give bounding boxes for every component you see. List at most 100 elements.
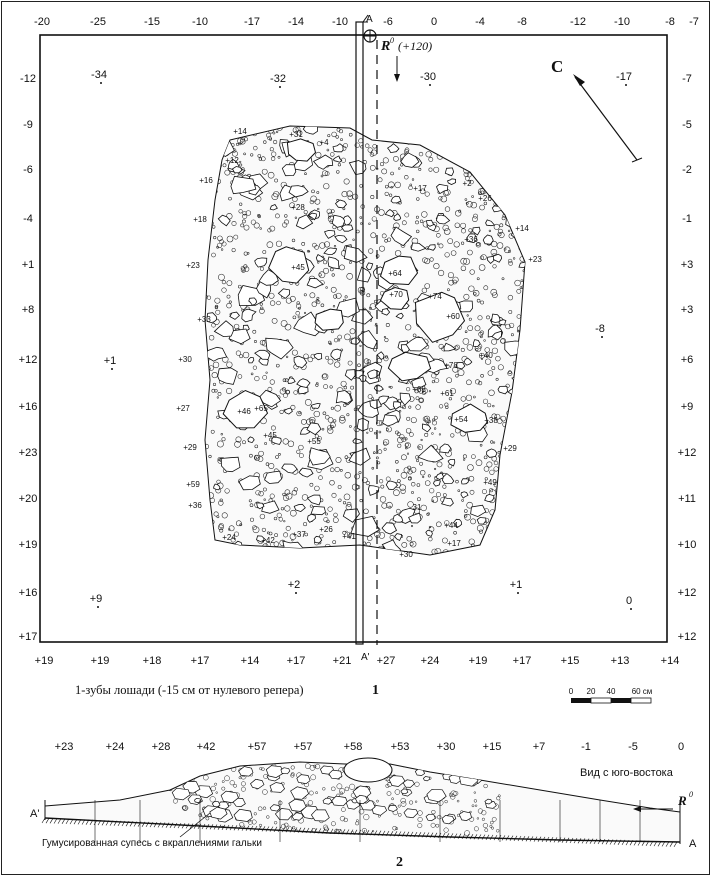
right-scale-label: +11: [678, 493, 696, 505]
section-hatch: [253, 825, 258, 832]
pebble: [522, 162, 525, 168]
pebble: [507, 538, 514, 545]
pebble: [259, 308, 265, 314]
benchmark-value: (+120): [398, 39, 432, 53]
section-pebble: [453, 790, 459, 796]
stone: [519, 364, 525, 375]
pebble: [218, 273, 225, 281]
stone: [310, 505, 326, 516]
section-hatch: [333, 828, 338, 835]
pebble: [396, 469, 399, 473]
pebble: [326, 148, 330, 152]
stone: [492, 253, 503, 263]
section-top-value: -1: [581, 741, 591, 753]
pebble: [378, 532, 386, 539]
pebble: [274, 178, 278, 183]
pebble: [492, 554, 499, 555]
pebble: [236, 142, 239, 146]
pebble: [330, 152, 335, 157]
section-top-value: +30: [437, 741, 456, 753]
stone: [398, 507, 416, 524]
pebble: [295, 311, 300, 316]
pebble: [368, 306, 372, 310]
pebble: [472, 216, 478, 222]
pebble: [465, 394, 472, 401]
field-point-marker: [100, 82, 102, 84]
pebble: [322, 411, 327, 416]
pebble: [468, 228, 473, 233]
section-pebble: [363, 814, 370, 821]
pebble: [333, 512, 338, 518]
pebble: [284, 219, 289, 225]
stone: [444, 167, 455, 177]
pebble: [463, 514, 468, 518]
stone: [425, 529, 433, 537]
pebble: [378, 430, 382, 434]
section-stone: [250, 778, 265, 789]
pebble: [398, 410, 402, 413]
pebble: [303, 210, 308, 215]
pebble: [226, 387, 233, 395]
top-scale-label: -17: [244, 16, 260, 28]
pebble: [208, 454, 212, 459]
pebble: [486, 539, 494, 547]
stone-label: +36: [464, 235, 478, 244]
pebble: [522, 211, 525, 215]
stone: [411, 376, 427, 389]
section-hatch: [45, 818, 50, 824]
section-pebble: [290, 765, 295, 770]
section-pebble: [355, 821, 360, 826]
bottom-scale-label: +17: [513, 655, 532, 667]
section-pebble: [481, 810, 487, 816]
stone: [518, 261, 525, 268]
pebble: [431, 496, 439, 503]
pebble: [416, 459, 420, 463]
pebble: [456, 127, 462, 133]
stone: [293, 355, 308, 369]
section-stone: [322, 797, 333, 805]
pebble: [411, 482, 416, 487]
stone: [417, 444, 444, 463]
pebble: [506, 126, 509, 128]
stone: [247, 357, 255, 364]
section-hatch: [493, 834, 498, 841]
stone: [470, 504, 487, 518]
pebble: [416, 197, 420, 201]
pebble: [426, 421, 430, 425]
pebble: [388, 505, 392, 509]
pebble: [268, 463, 275, 469]
pebble: [440, 195, 448, 203]
pebble: [347, 360, 353, 366]
pebble: [284, 323, 292, 331]
pebble: [369, 152, 375, 157]
pebble: [287, 440, 295, 447]
pebble: [309, 292, 316, 299]
pebble: [310, 195, 317, 203]
pebble: [239, 163, 243, 167]
section-pebble: [437, 815, 442, 820]
section-pebble: [181, 805, 187, 810]
pebble: [327, 506, 333, 512]
section-pebble: [181, 774, 184, 778]
stone: [497, 385, 509, 395]
pebble: [425, 151, 432, 158]
pebble: [468, 475, 475, 482]
pebble: [389, 534, 395, 540]
pebble: [280, 320, 288, 327]
pebble: [231, 221, 237, 226]
pebble: [446, 377, 452, 384]
pebble: [503, 469, 507, 473]
section-hatch: [233, 825, 238, 831]
section-pebble: [468, 766, 475, 773]
stone: [344, 369, 356, 381]
pebble: [518, 443, 525, 450]
pebble: [317, 207, 320, 211]
left-scale-label: +20: [19, 493, 38, 505]
section-hatch: [117, 820, 122, 827]
stone: [254, 349, 271, 360]
pebble: [384, 191, 389, 196]
left-scale-label: -12: [20, 73, 36, 85]
section-stone: [194, 798, 202, 804]
section-pebble: [170, 781, 175, 785]
